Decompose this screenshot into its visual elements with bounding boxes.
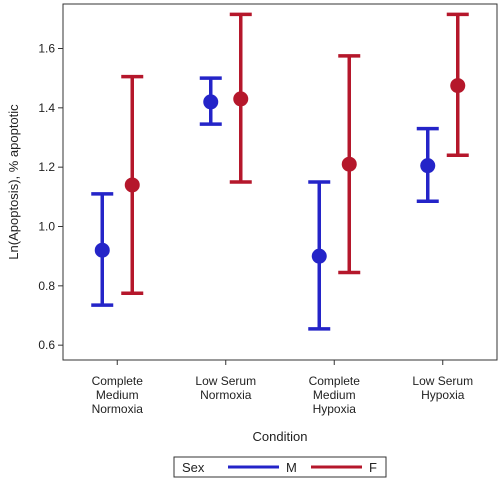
x-tick-label-line: Hypoxia <box>313 402 357 416</box>
x-tick-label-line: Normoxia <box>92 402 144 416</box>
x-tick-label-line: Complete <box>92 374 144 388</box>
data-point-f <box>233 91 249 107</box>
x-tick-label: Complete Medium Normoxia <box>92 374 144 416</box>
x-tick-label-line: Medium <box>313 388 356 402</box>
x-tick-label: Low Serum Normoxia <box>195 374 256 402</box>
data-point-m <box>203 94 219 110</box>
x-axis-title: Condition <box>253 429 308 444</box>
x-tick-label-line: Normoxia <box>200 388 252 402</box>
data-point-m <box>94 242 110 258</box>
x-tick-label-line: Complete <box>309 374 361 388</box>
data-point-f <box>341 156 357 172</box>
data-point-f <box>450 78 466 94</box>
x-tick-label: Low Serum Hypoxia <box>412 374 473 402</box>
data-point-m <box>311 248 327 264</box>
y-tick-label: 1.6 <box>38 42 55 56</box>
x-tick-label-line: Medium <box>96 388 139 402</box>
x-tick-label-line: Low Serum <box>412 374 473 388</box>
x-tick-label: Complete Medium Hypoxia <box>309 374 361 416</box>
legend-box <box>173 456 387 478</box>
x-tick-label-line: Low Serum <box>195 374 256 388</box>
plot-frame <box>62 3 498 361</box>
y-axis: 0.6 0.8 1.0 1.2 1.4 1.6 <box>38 42 63 352</box>
legend-label-f: F <box>369 460 377 475</box>
x-tick-label-line: Hypoxia <box>421 388 465 402</box>
data-point-f <box>124 177 140 193</box>
y-tick-label: 1.4 <box>38 101 55 115</box>
legend-label-m: M <box>286 460 297 475</box>
plot-area <box>91 12 469 331</box>
y-axis-title: Ln(Apoptosis), % apoptotic <box>6 104 21 260</box>
legend-title: Sex <box>182 460 205 475</box>
data-point-m <box>420 158 436 174</box>
legend: Sex M F <box>173 456 387 478</box>
y-tick-label: 1.2 <box>38 160 55 174</box>
y-tick-label: 0.8 <box>38 279 55 293</box>
y-tick-label: 0.6 <box>38 338 55 352</box>
y-tick-label: 1.0 <box>38 220 55 234</box>
